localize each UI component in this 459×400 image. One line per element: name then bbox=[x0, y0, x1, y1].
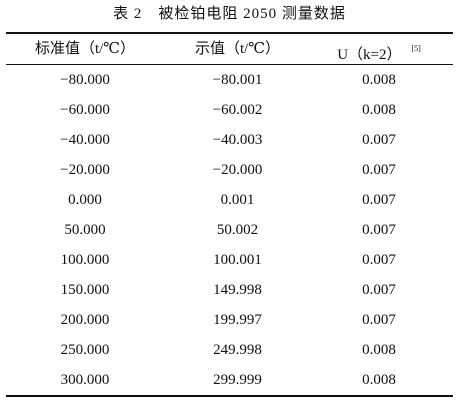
table-cell: 0.001 bbox=[220, 192, 255, 208]
table-cell: 0.007 bbox=[362, 222, 396, 238]
table-cell: 0.007 bbox=[362, 252, 396, 268]
table-title: 表 2 被检铂电阻 2050 测量数据 bbox=[113, 6, 346, 22]
table-cell: 199.997 bbox=[213, 312, 262, 328]
table-cell: 200.000 bbox=[60, 312, 110, 328]
header-text: 示值（t/℃） bbox=[194, 41, 281, 57]
table-cell: 300.000 bbox=[60, 372, 110, 388]
table-cell: −20.000 bbox=[212, 162, 263, 178]
table-cell: 0.007 bbox=[362, 282, 396, 298]
table-cell: 0.008 bbox=[362, 72, 396, 88]
header-text: U（k=2） bbox=[337, 47, 402, 63]
table-cell: −20.000 bbox=[60, 162, 110, 178]
bottom-rule bbox=[6, 395, 453, 397]
table-cell: −60.002 bbox=[212, 102, 263, 118]
table-cell: −80.000 bbox=[60, 72, 110, 88]
table-cell: 150.000 bbox=[60, 282, 110, 298]
table-cell: −40.000 bbox=[60, 132, 110, 148]
header-cell: U（k=2） [5] bbox=[320, 39, 438, 65]
table-cell: −40.003 bbox=[212, 132, 263, 148]
header-text: 标准值（t/℃） bbox=[34, 41, 136, 57]
table-cell: 100.001 bbox=[213, 252, 262, 268]
table-cell: 0.000 bbox=[68, 192, 102, 208]
table-cell: 50.000 bbox=[64, 222, 106, 238]
table-cell: 0.007 bbox=[362, 162, 396, 178]
table-cell: −80.001 bbox=[212, 72, 263, 88]
header-ref: [5] bbox=[411, 44, 421, 53]
top-rule bbox=[6, 32, 453, 34]
table-cell: 250.000 bbox=[60, 342, 110, 358]
table-cell: 0.007 bbox=[362, 312, 396, 328]
table-cell: 0.008 bbox=[362, 342, 396, 358]
table-cell: 249.998 bbox=[213, 342, 262, 358]
table-cell: 50.002 bbox=[216, 222, 259, 238]
table-cell: 0.007 bbox=[362, 192, 396, 208]
table-cell: 0.007 bbox=[362, 132, 396, 148]
table-cell: 100.000 bbox=[60, 252, 110, 268]
table-cell: 149.998 bbox=[213, 282, 262, 298]
table-cell: 0.008 bbox=[362, 102, 396, 118]
table-cell: 299.999 bbox=[213, 372, 262, 388]
header-rule bbox=[6, 64, 453, 65]
header-cell: 示值（t/℃） bbox=[165, 39, 310, 59]
table-cell: −60.000 bbox=[60, 102, 110, 118]
table-cell: 0.008 bbox=[362, 372, 396, 388]
header-cell: 标准值（t/℃） bbox=[10, 39, 160, 59]
